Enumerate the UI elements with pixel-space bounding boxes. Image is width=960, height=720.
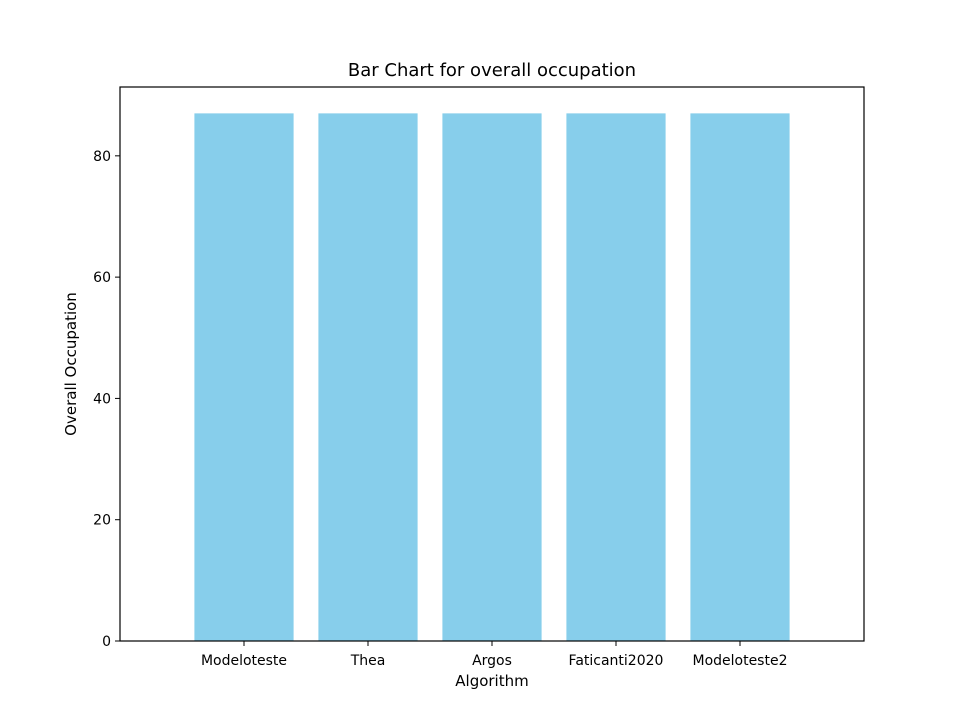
x-tick-label: Thea <box>350 653 386 669</box>
x-axis-label: Algorithm <box>455 672 528 690</box>
x-tick-label: Faticanti2020 <box>569 653 664 669</box>
x-axis-ticks: Modeloteste Thea Argos Faticanti2020 Modelot… <box>201 641 788 669</box>
y-axis-ticks: 0 20 40 60 80 <box>93 149 120 650</box>
y-tick-label: 40 <box>93 391 111 407</box>
y-tick-label: 20 <box>93 513 111 529</box>
bar-modeloteste <box>194 113 294 641</box>
y-axis-label: Overall Occupation <box>62 292 80 436</box>
chart-title: Bar Chart for overall occupation <box>348 60 636 81</box>
plot-frame <box>119 86 865 642</box>
bars-group <box>194 113 790 641</box>
x-tick-label: Modeloteste <box>201 653 287 669</box>
x-tick-label: Modeloteste2 <box>692 653 787 669</box>
bar-modeloteste2 <box>690 113 790 641</box>
bar-thea <box>318 113 418 641</box>
y-tick-label: 60 <box>93 270 111 286</box>
x-tick-label: Argos <box>472 653 512 669</box>
y-tick-label: 80 <box>93 149 111 165</box>
bar-faticanti2020 <box>566 113 666 641</box>
bar-argos <box>442 113 542 641</box>
y-tick-label: 0 <box>102 634 111 650</box>
